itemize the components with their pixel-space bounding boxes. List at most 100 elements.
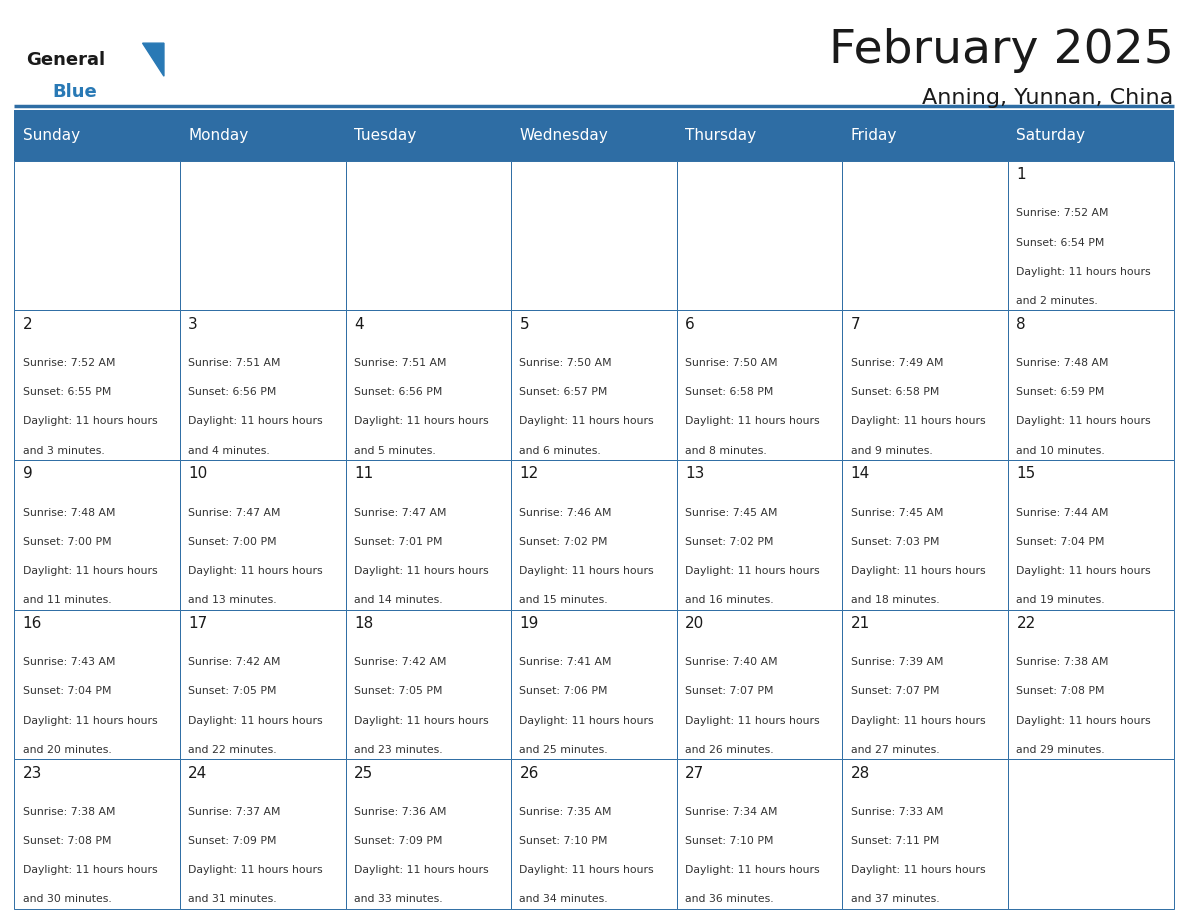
Text: 8: 8 [1017,317,1026,331]
Bar [1009,759,1174,909]
Text: Tuesday: Tuesday [354,128,416,143]
Text: Sunrise: 7:35 AM: Sunrise: 7:35 AM [519,807,612,817]
Text: 7: 7 [851,317,860,331]
Bar [677,161,842,310]
Text: Blue: Blue [52,83,97,101]
Text: 9: 9 [23,466,32,481]
Text: Sunrise: 7:38 AM: Sunrise: 7:38 AM [23,807,115,817]
Bar [14,610,179,759]
Text: Sunrise: 7:52 AM: Sunrise: 7:52 AM [23,358,115,368]
Text: Daylight: 11 hours hours: Daylight: 11 hours hours [188,716,323,725]
Text: Daylight: 11 hours hours: Daylight: 11 hours hours [519,417,655,426]
Text: 21: 21 [851,616,870,631]
Text: Sunset: 6:58 PM: Sunset: 6:58 PM [685,387,773,397]
Polygon shape [143,43,164,76]
Text: and 11 minutes.: and 11 minutes. [23,595,112,605]
Bar [842,610,1009,759]
Text: Daylight: 11 hours hours: Daylight: 11 hours hours [354,716,488,725]
Bar [511,460,677,610]
Text: Sunset: 7:00 PM: Sunset: 7:00 PM [23,537,112,547]
Text: Sunset: 6:57 PM: Sunset: 6:57 PM [519,387,608,397]
Text: Sunrise: 7:47 AM: Sunrise: 7:47 AM [188,508,280,518]
Text: 10: 10 [188,466,208,481]
Text: Sunset: 7:04 PM: Sunset: 7:04 PM [1017,537,1105,547]
Bar [842,161,1009,310]
Text: Sunrise: 7:50 AM: Sunrise: 7:50 AM [685,358,778,368]
Text: and 30 minutes.: and 30 minutes. [23,894,112,904]
Text: Sunrise: 7:45 AM: Sunrise: 7:45 AM [851,508,943,518]
Text: Daylight: 11 hours hours: Daylight: 11 hours hours [1017,417,1151,426]
Text: 25: 25 [354,766,373,780]
Bar [346,759,511,909]
Text: 26: 26 [519,766,539,780]
Text: and 3 minutes.: and 3 minutes. [23,445,105,455]
Text: Anning, Yunnan, China: Anning, Yunnan, China [923,88,1174,108]
Text: 12: 12 [519,466,538,481]
Text: Friday: Friday [851,128,897,143]
Bar [1009,110,1174,161]
Text: 14: 14 [851,466,870,481]
Text: 28: 28 [851,766,870,780]
Text: Sunset: 6:56 PM: Sunset: 6:56 PM [354,387,442,397]
Text: and 33 minutes.: and 33 minutes. [354,894,442,904]
Bar [511,310,677,460]
Bar [677,310,842,460]
Text: 20: 20 [685,616,704,631]
Bar [677,610,842,759]
Text: Daylight: 11 hours hours: Daylight: 11 hours hours [851,716,985,725]
Text: Daylight: 11 hours hours: Daylight: 11 hours hours [851,866,985,875]
Text: Thursday: Thursday [685,128,757,143]
Bar [14,460,179,610]
Text: 5: 5 [519,317,529,331]
Text: Daylight: 11 hours hours: Daylight: 11 hours hours [188,417,323,426]
Text: Sunrise: 7:34 AM: Sunrise: 7:34 AM [685,807,778,817]
Text: Sunset: 6:55 PM: Sunset: 6:55 PM [23,387,110,397]
Text: Sunset: 7:09 PM: Sunset: 7:09 PM [188,836,277,846]
Text: Sunrise: 7:50 AM: Sunrise: 7:50 AM [519,358,612,368]
Bar [179,460,346,610]
Text: 11: 11 [354,466,373,481]
Bar [677,110,842,161]
Text: Daylight: 11 hours hours: Daylight: 11 hours hours [851,566,985,576]
Text: and 19 minutes.: and 19 minutes. [1017,595,1105,605]
Text: Sunset: 6:58 PM: Sunset: 6:58 PM [851,387,940,397]
Bar [677,460,842,610]
Bar [14,161,179,310]
Text: Daylight: 11 hours hours: Daylight: 11 hours hours [1017,566,1151,576]
Text: and 16 minutes.: and 16 minutes. [685,595,773,605]
Bar [511,759,677,909]
Text: Sunrise: 7:42 AM: Sunrise: 7:42 AM [188,657,280,667]
Text: 6: 6 [685,317,695,331]
Text: Sunset: 7:06 PM: Sunset: 7:06 PM [519,687,608,697]
Text: Sunset: 7:05 PM: Sunset: 7:05 PM [354,687,442,697]
Text: Sunrise: 7:47 AM: Sunrise: 7:47 AM [354,508,447,518]
Text: Daylight: 11 hours hours: Daylight: 11 hours hours [1017,267,1151,276]
Text: Daylight: 11 hours hours: Daylight: 11 hours hours [1017,716,1151,725]
Text: 22: 22 [1017,616,1036,631]
Bar [1009,161,1174,310]
Text: Sunset: 7:05 PM: Sunset: 7:05 PM [188,687,277,697]
Bar [677,759,842,909]
Text: Daylight: 11 hours hours: Daylight: 11 hours hours [519,716,655,725]
Text: Sunrise: 7:45 AM: Sunrise: 7:45 AM [685,508,778,518]
Text: 3: 3 [188,317,198,331]
Text: Sunset: 7:01 PM: Sunset: 7:01 PM [354,537,442,547]
Text: Sunset: 6:59 PM: Sunset: 6:59 PM [1017,387,1105,397]
Text: Daylight: 11 hours hours: Daylight: 11 hours hours [685,866,820,875]
Text: Monday: Monday [188,128,248,143]
Text: Sunset: 7:07 PM: Sunset: 7:07 PM [851,687,940,697]
Text: and 34 minutes.: and 34 minutes. [519,894,608,904]
Bar [179,759,346,909]
Bar [346,460,511,610]
Text: Daylight: 11 hours hours: Daylight: 11 hours hours [354,566,488,576]
Text: Daylight: 11 hours hours: Daylight: 11 hours hours [851,417,985,426]
Text: 13: 13 [685,466,704,481]
Text: Sunset: 7:02 PM: Sunset: 7:02 PM [519,537,608,547]
Text: and 2 minutes.: and 2 minutes. [1017,296,1098,306]
Bar [346,161,511,310]
Text: 19: 19 [519,616,539,631]
Text: February 2025: February 2025 [829,28,1174,73]
Text: and 29 minutes.: and 29 minutes. [1017,744,1105,755]
Text: 23: 23 [23,766,42,780]
Text: Daylight: 11 hours hours: Daylight: 11 hours hours [23,566,157,576]
